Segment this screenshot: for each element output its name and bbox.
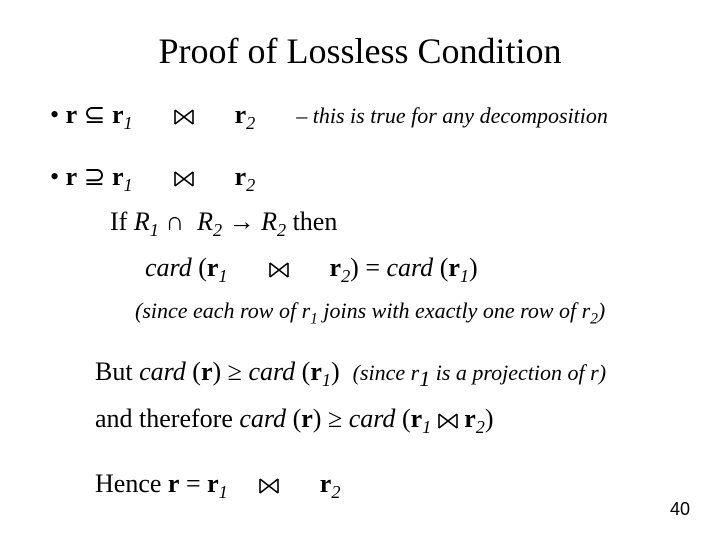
close-2: ) <box>469 253 478 282</box>
join-icon <box>259 478 279 494</box>
geq-2: ≥ <box>328 404 342 433</box>
r2-base-3: r <box>330 253 342 282</box>
line-if: If R1 ∩ R2 → R2 then <box>40 204 680 244</box>
card-6: card <box>349 404 396 433</box>
r1-sub-9: 1 <box>219 482 228 502</box>
line-since-rows: (since each row of r1 joins with exactly… <box>40 296 680 330</box>
r2-sub-3: 2 <box>341 266 350 286</box>
open-1: ( <box>192 253 207 282</box>
join-icon <box>438 413 458 429</box>
close-5: ) <box>313 404 322 433</box>
R1-sub: 1 <box>150 221 159 241</box>
r-var-3: r <box>201 357 213 386</box>
r2-sub-5: 2 <box>590 310 598 327</box>
r1-base-5: r <box>302 298 311 323</box>
r1-base-4: r <box>448 253 460 282</box>
R2-base-b: R <box>261 207 277 236</box>
r1-sub-3: 1 <box>218 266 227 286</box>
r-var-6: r <box>168 469 180 498</box>
card-3: card <box>139 357 186 386</box>
and-therefore: and therefore <box>95 404 239 433</box>
join-icon <box>174 109 194 125</box>
r1-sub: 1 <box>124 113 133 133</box>
join-icon <box>269 262 289 278</box>
R1-base: R <box>134 207 150 236</box>
card-4: card <box>248 357 295 386</box>
r-var-4: r <box>590 360 599 385</box>
subset-sym: ⊆ <box>84 100 106 129</box>
since-1: (since each row of <box>135 298 302 323</box>
r1-base-2: r <box>112 162 124 191</box>
r1-sub-5: 1 <box>310 310 318 327</box>
r2-base: r <box>235 100 247 129</box>
proj-3: ) <box>599 360 606 385</box>
r2-base-2: r <box>235 162 247 191</box>
close-3: ) <box>213 357 222 386</box>
r1-sub-2: 1 <box>124 175 133 195</box>
r1-base-8: r <box>411 404 423 433</box>
r2-sub-9: 2 <box>331 482 340 502</box>
line-therefore: and therefore card (r) ≥ card (r1 r2) <box>40 401 680 441</box>
since-2: joins with exactly one row of <box>318 298 582 323</box>
hence-word: Hence <box>95 469 168 498</box>
card-1: card <box>145 253 192 282</box>
then-word: then <box>293 207 338 236</box>
open-3: ( <box>186 357 201 386</box>
r1-base-7: r <box>411 360 420 385</box>
intersect-sym: ∩ <box>165 207 184 236</box>
r1-base-3: r <box>207 253 219 282</box>
proj-2: is a projection of <box>430 360 590 385</box>
bullet-1: r ⊆ r1 r2 – this is true for any decompo… <box>40 97 680 137</box>
r2-base-8: r <box>464 404 476 433</box>
line-hence: Hence r = r1 r2 <box>40 466 680 506</box>
dash: – <box>296 103 307 128</box>
if-word: If <box>110 207 134 236</box>
r1-sub-7: 1 <box>419 366 430 391</box>
close-6: ) <box>485 404 494 433</box>
proj-1: (since <box>353 360 411 385</box>
note-any-decomp: this is true for any decomposition <box>307 103 608 128</box>
open-6: ( <box>395 404 410 433</box>
bullet-2: r ⊇ r1 r2 <box>40 159 680 199</box>
card-5: card <box>239 404 286 433</box>
but-word: But <box>95 357 139 386</box>
R2-base: R <box>197 207 213 236</box>
slide-title: Proof of Lossless Condition <box>40 30 680 72</box>
r1-base: r <box>112 100 124 129</box>
r1-sub-8: 1 <box>422 417 431 437</box>
since-3: ) <box>598 298 605 323</box>
line-card-eq: card (r1 r2) = card (r1) <box>40 250 680 290</box>
open-4: ( <box>295 357 310 386</box>
r2-sub: 2 <box>246 113 255 133</box>
r2-sub-2: 2 <box>246 175 255 195</box>
r-var: r <box>66 100 78 129</box>
arrow-sym: → <box>229 207 255 236</box>
r2-base-9: r <box>320 469 332 498</box>
page-number: 40 <box>670 499 690 520</box>
r1-sub-4: 1 <box>460 266 469 286</box>
join-icon <box>174 171 194 187</box>
r2-sub-8: 2 <box>476 417 485 437</box>
close-4: ) <box>331 357 340 386</box>
r1-base-6: r <box>310 357 322 386</box>
slide: Proof of Lossless Condition r ⊆ r1 r2 – … <box>0 0 720 540</box>
open-2: ( <box>433 253 448 282</box>
open-5: ( <box>286 404 301 433</box>
r-var-2: r <box>66 162 78 191</box>
R2-sub-b: 2 <box>277 221 286 241</box>
eq-sym: = <box>179 469 207 498</box>
geq-1: ≥ <box>228 357 242 386</box>
eq-card: ) = <box>350 253 386 282</box>
supset-sym: ⊇ <box>84 162 106 191</box>
r1-base-9: r <box>207 469 219 498</box>
r-var-5: r <box>301 404 313 433</box>
r1-sub-6: 1 <box>322 370 331 390</box>
R2-sub: 2 <box>213 221 222 241</box>
r2-base-5: r <box>582 298 591 323</box>
card-2: card <box>386 253 433 282</box>
line-but: But card (r) ≥ card (r1) (since r1 is a … <box>40 354 680 395</box>
